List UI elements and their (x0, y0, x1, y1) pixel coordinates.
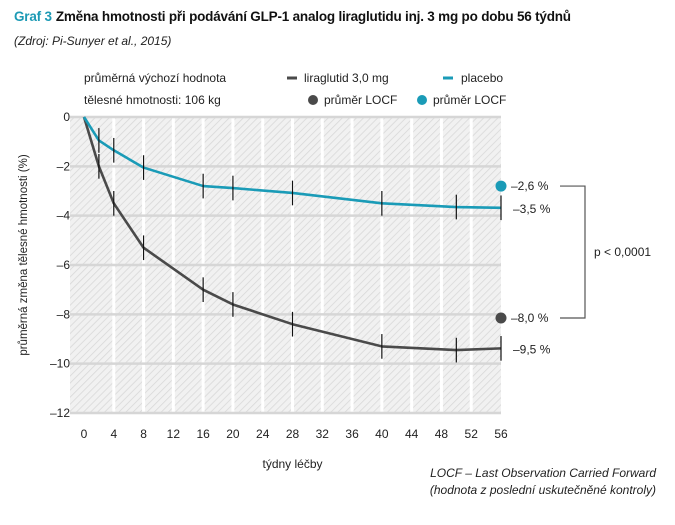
footnote-line: (hodnota z poslední uskutečněné kontroly… (430, 483, 656, 497)
legend-label-locf-liraglutide: průměr LOCF (324, 93, 397, 107)
y-tick-label: 0 (63, 110, 70, 124)
p-value-annotation: p < 0,0001 (594, 245, 651, 259)
locf-dot (495, 312, 507, 324)
x-axis-label: týdny léčby (262, 457, 322, 471)
figure-title: Graf 3 Změna hmotnosti při podávání GLP-1… (14, 9, 571, 24)
legend-label-liraglutide: liraglutid 3,0 mg (304, 71, 389, 85)
figure-title-text: Změna hmotnosti při podávání GLP-1 analo… (55, 9, 571, 24)
y-tick-label: –6 (57, 258, 71, 272)
y-tick-label: –2 (57, 159, 71, 173)
end-value-label: –9,5 % (513, 342, 551, 356)
footnote-line: LOCF – Last Observation Carried Forward (430, 466, 656, 480)
x-tick-label: 36 (345, 427, 359, 441)
locf-value-label: –8,0 % (511, 311, 549, 325)
legend-locf-dot-placebo (417, 95, 427, 105)
y-tick-label: –12 (50, 406, 70, 420)
y-tick-label: –10 (50, 357, 70, 371)
y-tick-label: –8 (57, 307, 71, 321)
x-tick-label: 4 (110, 427, 117, 441)
y-tick-label: –4 (57, 209, 71, 223)
figure-source: (Zdroj: Pi-Sunyer et al., 2015) (14, 34, 172, 48)
series-line-liraglutide (82, 116, 502, 352)
figure-number: Graf 3 (14, 9, 52, 24)
x-tick-label: 32 (316, 427, 330, 441)
locf-value-label: –2,6 % (511, 179, 549, 193)
legend-label-locf-placebo: průměr LOCF (433, 93, 506, 107)
x-tick-label: 28 (286, 427, 300, 441)
series-line-placebo (82, 116, 502, 210)
x-tick-label: 56 (494, 427, 508, 441)
y-axis-label: průměrná změna tělesné hmotnosti (%) (18, 154, 30, 356)
legend-label-placebo: placebo (461, 71, 503, 85)
x-tick-label: 16 (196, 427, 210, 441)
baseline-note: tělesné hmotnosti: 106 kg (84, 93, 221, 107)
x-tick-label: 24 (256, 427, 270, 441)
end-value-label: –3,5 % (513, 202, 551, 216)
x-tick-label: 20 (226, 427, 240, 441)
x-tick-label: 52 (465, 427, 479, 441)
x-tick-label: 12 (167, 427, 181, 441)
x-tick-label: 48 (435, 427, 449, 441)
x-tick-label: 8 (140, 427, 147, 441)
significance-bracket (560, 185, 586, 319)
legend-locf-dot-liraglutide (308, 95, 318, 105)
x-tick-label: 40 (375, 427, 389, 441)
baseline-note: průměrná výchozí hodnota (84, 71, 226, 85)
locf-dot (495, 180, 507, 192)
x-tick-label: 44 (405, 427, 419, 441)
x-tick-label: 0 (81, 427, 88, 441)
